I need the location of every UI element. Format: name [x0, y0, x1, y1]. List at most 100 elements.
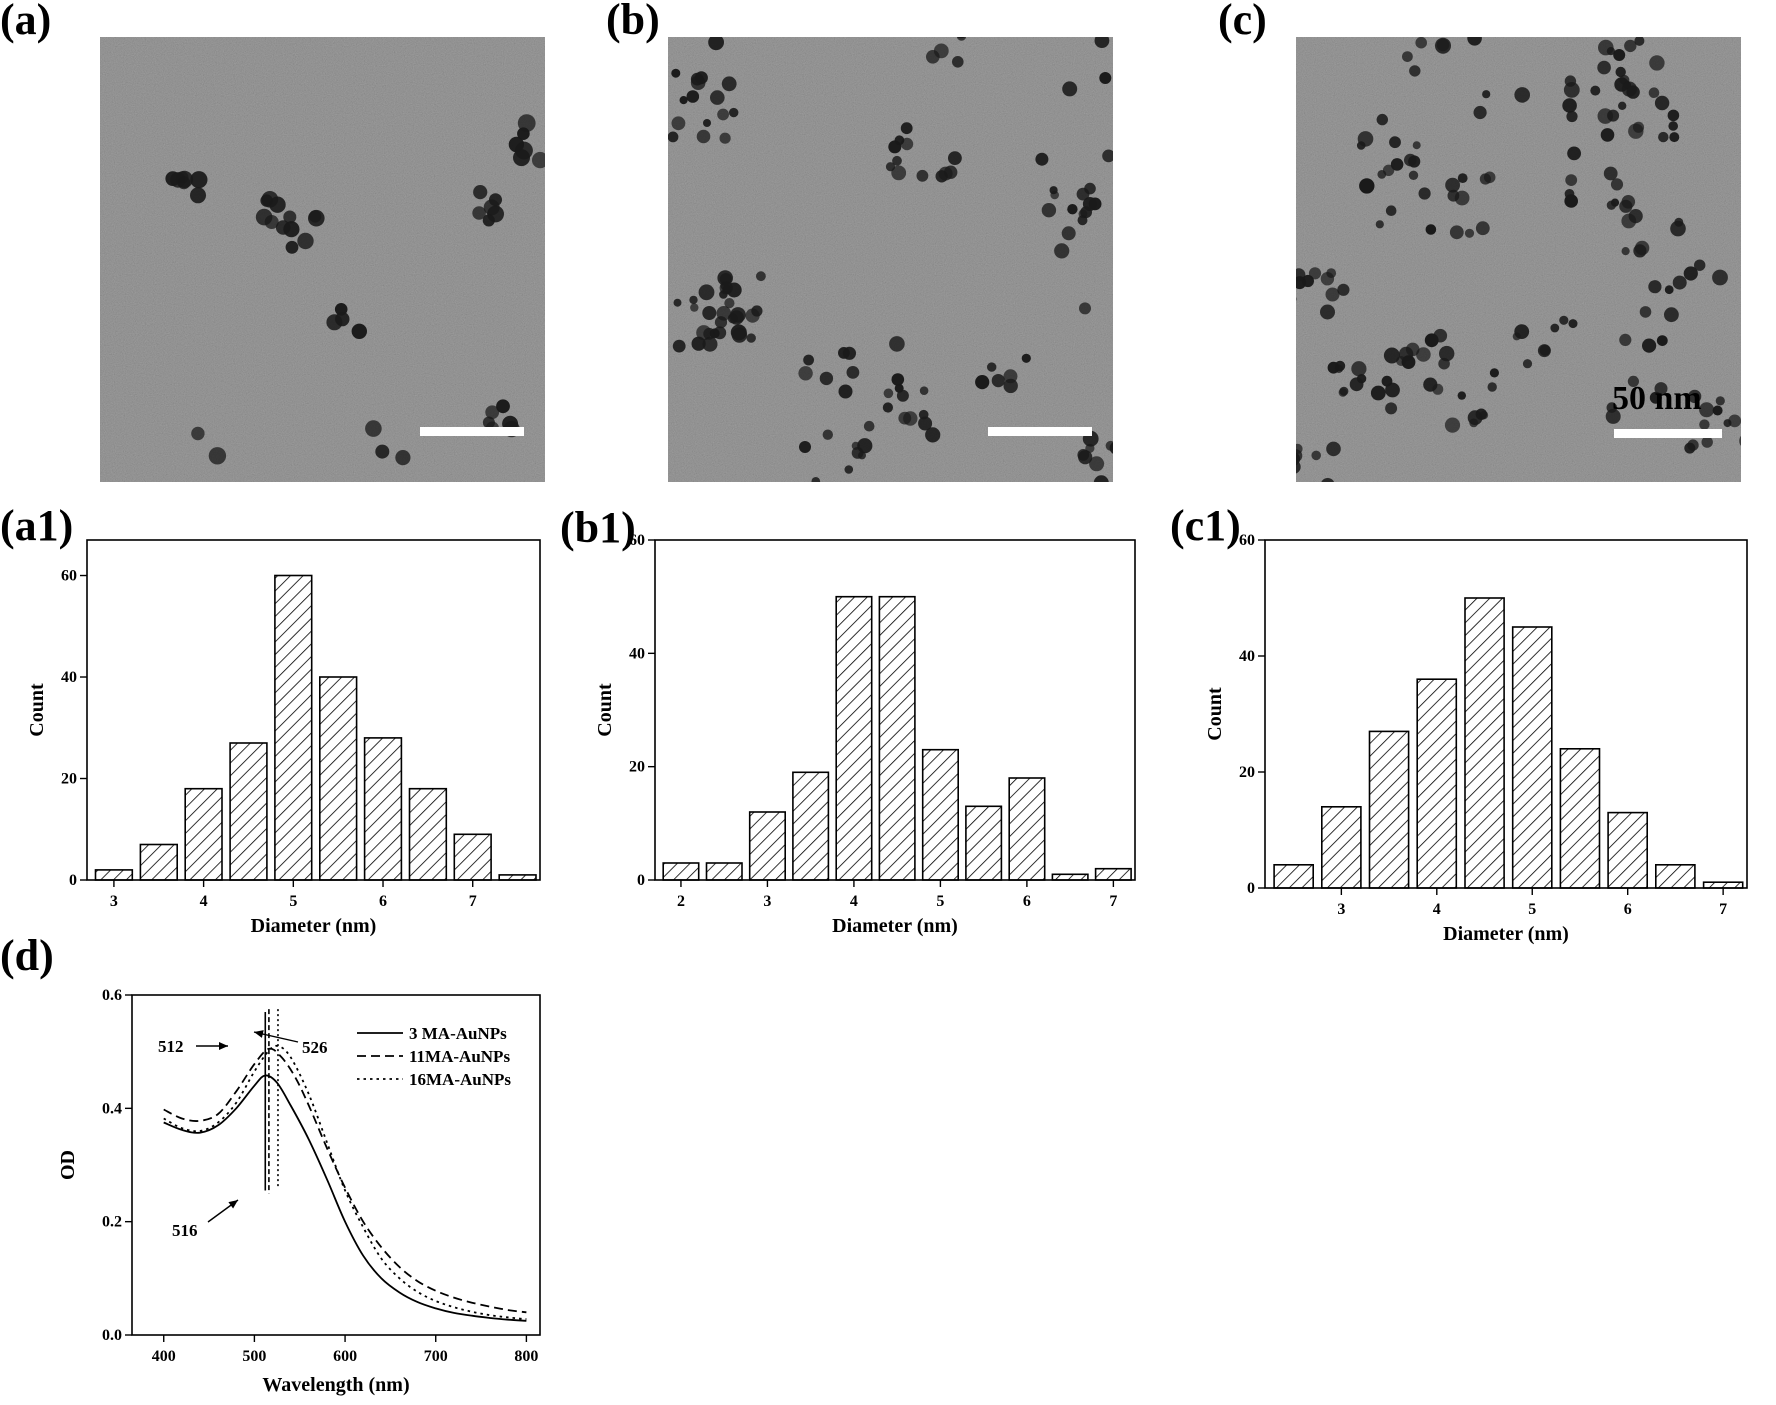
nanoparticle	[719, 281, 733, 295]
nanoparticle	[690, 303, 699, 312]
arrow-head	[228, 1200, 238, 1209]
nanoparticle	[708, 37, 724, 51]
nanoparticle	[900, 122, 913, 135]
nanoparticle	[838, 347, 850, 359]
peak-annotation: 526	[302, 1038, 328, 1057]
nanoparticle	[679, 96, 688, 105]
nanoparticle	[1077, 215, 1088, 226]
nanoparticle	[702, 336, 718, 352]
nanoparticle	[1628, 123, 1644, 139]
nanoparticle	[745, 308, 760, 323]
nanoparticle	[1102, 149, 1113, 163]
nanoparticle	[255, 208, 273, 226]
tem-image-c	[1296, 37, 1741, 482]
x-axis-title: Diameter (nm)	[251, 915, 377, 937]
x-axis-title: Wavelength (nm)	[262, 1374, 409, 1396]
nanoparticle	[956, 37, 966, 39]
nanoparticle	[1712, 269, 1728, 286]
y-tick-label: 20	[629, 759, 645, 776]
nanoparticle	[1381, 375, 1393, 387]
x-tick-label: 4	[200, 893, 208, 910]
nanoparticle	[489, 193, 502, 207]
spectrum-line-2	[163, 1047, 527, 1314]
y-tick-label: 60	[629, 532, 645, 549]
y-axis-title: OD	[57, 1150, 79, 1180]
nanoparticle	[177, 176, 191, 190]
nanoparticle	[730, 307, 746, 323]
nanoparticle	[892, 155, 902, 166]
nanoparticle	[905, 21, 915, 31]
histogram-bar	[1511, 626, 1553, 889]
nanoparticle	[822, 429, 833, 440]
legend-entry: 11MA-AuNPs	[409, 1047, 510, 1066]
nanoparticle	[1457, 391, 1467, 400]
histogram-bar	[878, 595, 916, 881]
plot-frame	[1264, 539, 1748, 889]
nanoparticle	[1054, 243, 1070, 259]
nanoparticle	[1334, 364, 1344, 373]
y-tick-label: 20	[1239, 764, 1255, 781]
nanoparticle	[671, 116, 686, 131]
nanoparticle	[517, 127, 530, 140]
nanoparticle	[1621, 247, 1630, 256]
nanoparticle	[1566, 110, 1578, 123]
nanoparticle	[1035, 152, 1049, 166]
nanoparticle	[1296, 268, 1306, 282]
nanoparticle	[1654, 382, 1668, 396]
nanoparticle	[1489, 368, 1499, 378]
nanoparticle	[1667, 109, 1680, 122]
nanoparticle	[918, 416, 933, 431]
y-tick-label: 0	[637, 872, 645, 889]
scale-bar	[988, 427, 1092, 436]
histogram-bar	[1464, 597, 1505, 889]
nanoparticle	[1296, 460, 1301, 474]
nanoparticle	[1385, 205, 1397, 216]
nanoparticle	[925, 427, 941, 443]
nanoparticle	[1105, 440, 1113, 451]
spectrum-line-3	[163, 1044, 527, 1320]
nanoparticle	[1321, 478, 1335, 482]
nanoparticle	[1061, 226, 1076, 241]
nanoparticle	[1654, 95, 1670, 111]
nanoparticle	[1078, 209, 1088, 219]
nanoparticle	[1648, 87, 1660, 98]
x-tick-label: 7	[469, 893, 477, 910]
y-tick-label: 0	[1247, 880, 1255, 897]
nanoparticle	[1567, 146, 1581, 161]
histogram-bar	[274, 574, 313, 881]
nanoparticle	[798, 366, 813, 381]
nanoparticle	[1626, 85, 1640, 99]
nanoparticle	[703, 119, 711, 127]
peak-annotation: 516	[172, 1221, 198, 1240]
y-tick-label: 60	[1239, 532, 1255, 549]
nanoparticle	[1464, 228, 1475, 238]
nanoparticle	[1296, 297, 1297, 302]
nanoparticle	[1389, 136, 1401, 149]
histogram-bar	[1702, 881, 1744, 889]
nanoparticle	[1325, 287, 1340, 302]
nanoparticle	[898, 411, 912, 425]
nanoparticle	[1089, 456, 1105, 472]
panel-label-c: (c)	[1218, 0, 1267, 44]
nanoparticle	[703, 327, 716, 340]
nanoparticle	[1412, 141, 1421, 150]
nanoparticle	[365, 420, 382, 437]
plot-frame	[131, 994, 541, 1336]
nanoparticle	[1467, 37, 1482, 46]
y-axis-title: Count	[26, 683, 48, 737]
nanoparticle	[1376, 113, 1389, 126]
nanoparticle	[894, 135, 905, 146]
nanoparticle	[1701, 436, 1713, 448]
histogram-bar	[363, 737, 403, 881]
nanoparticle	[285, 240, 299, 254]
nanoparticle	[472, 206, 486, 220]
nanoparticle	[1457, 173, 1468, 184]
nanoparticle	[713, 326, 727, 340]
y-axis-title: Count	[1204, 687, 1226, 741]
nanoparticle	[1699, 419, 1710, 430]
nanoparticle	[1311, 450, 1321, 461]
y-tick-label: 0	[69, 872, 77, 889]
nanoparticle	[1409, 65, 1421, 77]
nanoparticle	[1621, 195, 1636, 209]
histogram-bar	[1008, 777, 1046, 881]
